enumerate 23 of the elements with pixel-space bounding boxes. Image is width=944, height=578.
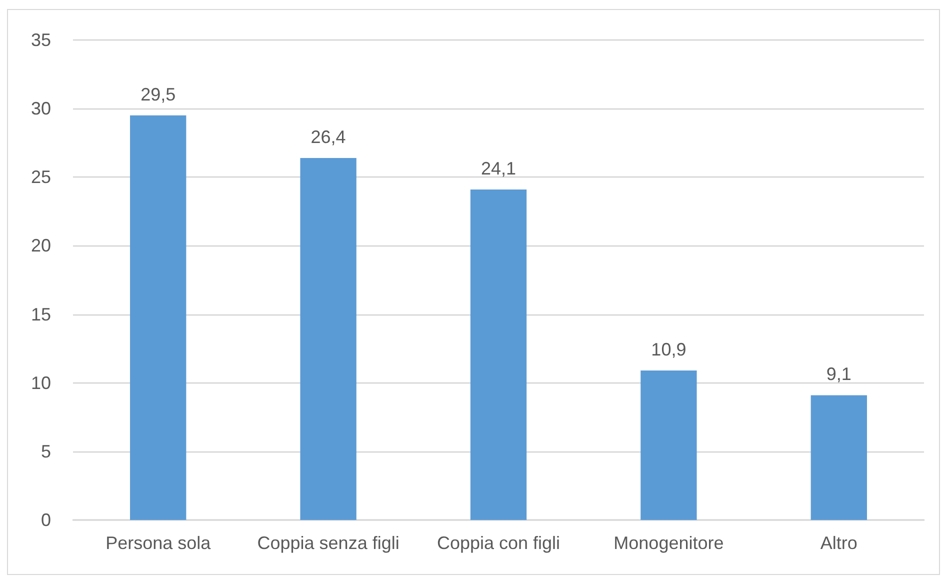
bar	[640, 370, 697, 520]
y-tick-label: 30	[30, 98, 51, 119]
data-label: 9,1	[826, 364, 852, 384]
y-tick-label: 10	[30, 372, 51, 393]
data-label: 26,4	[310, 126, 346, 147]
x-tick-label: Coppia con figli	[436, 533, 560, 553]
data-label: 24,1	[480, 158, 516, 178]
y-tick-label: 0	[40, 510, 51, 530]
x-tick-label: Persona sola	[106, 533, 212, 553]
x-tick-label: Monogenitore	[614, 533, 724, 553]
x-tick-label: Altro	[820, 533, 858, 553]
y-tick-label: 25	[30, 167, 51, 188]
y-tick-label: 35	[30, 30, 51, 50]
y-tick-label: 5	[40, 441, 51, 462]
x-tick-label: Coppia senza figli	[257, 533, 400, 553]
bar	[810, 395, 867, 520]
bar	[300, 158, 356, 520]
y-tick-label: 15	[30, 304, 51, 324]
bar	[470, 189, 527, 520]
y-tick-label: 20	[30, 236, 51, 256]
bar	[130, 115, 186, 520]
data-label: 10,9	[651, 340, 686, 360]
data-label: 29,5	[140, 84, 176, 104]
